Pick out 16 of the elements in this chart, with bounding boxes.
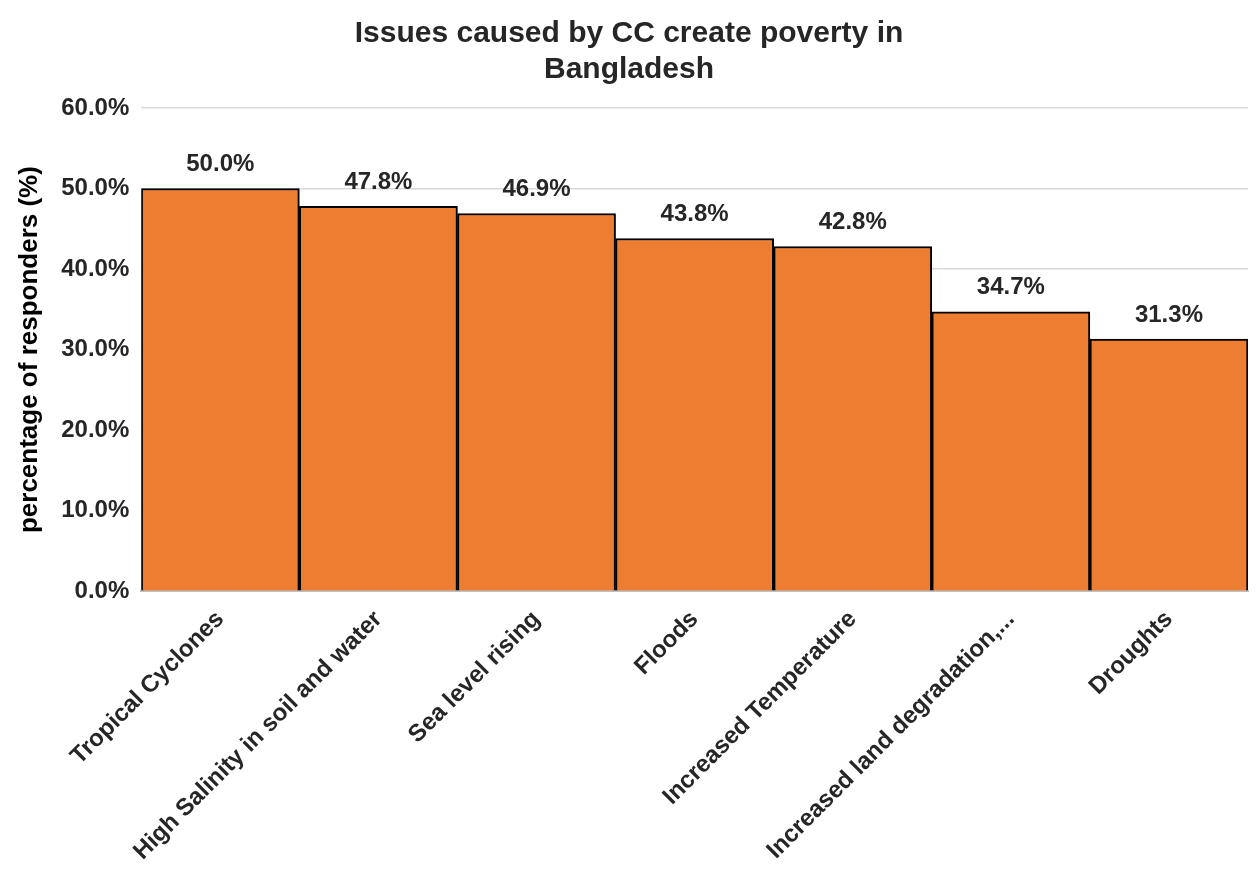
y-axis-title: percentage of responders (%)	[12, 166, 43, 534]
y-tick-label: 60.0%	[61, 92, 130, 120]
data-label: 46.9%	[502, 174, 571, 202]
data-label: 34.7%	[976, 272, 1045, 300]
data-label: 47.8%	[344, 166, 413, 194]
y-tick-label: 40.0%	[61, 253, 130, 281]
chart-title: Issues caused by CC create poverty in Bangladesh	[354, 15, 904, 85]
data-label: 42.8%	[818, 207, 887, 235]
y-tick-label: 50.0%	[61, 173, 130, 201]
y-tick-label: 10.0%	[61, 495, 130, 523]
data-label: 31.3%	[1134, 299, 1203, 327]
y-tick-label: 30.0%	[61, 334, 130, 362]
data-label: 43.8%	[660, 199, 729, 227]
y-tick-label: 0.0%	[74, 575, 130, 603]
y-tick-label: 20.0%	[61, 414, 130, 442]
data-label: 50.0%	[186, 149, 255, 177]
